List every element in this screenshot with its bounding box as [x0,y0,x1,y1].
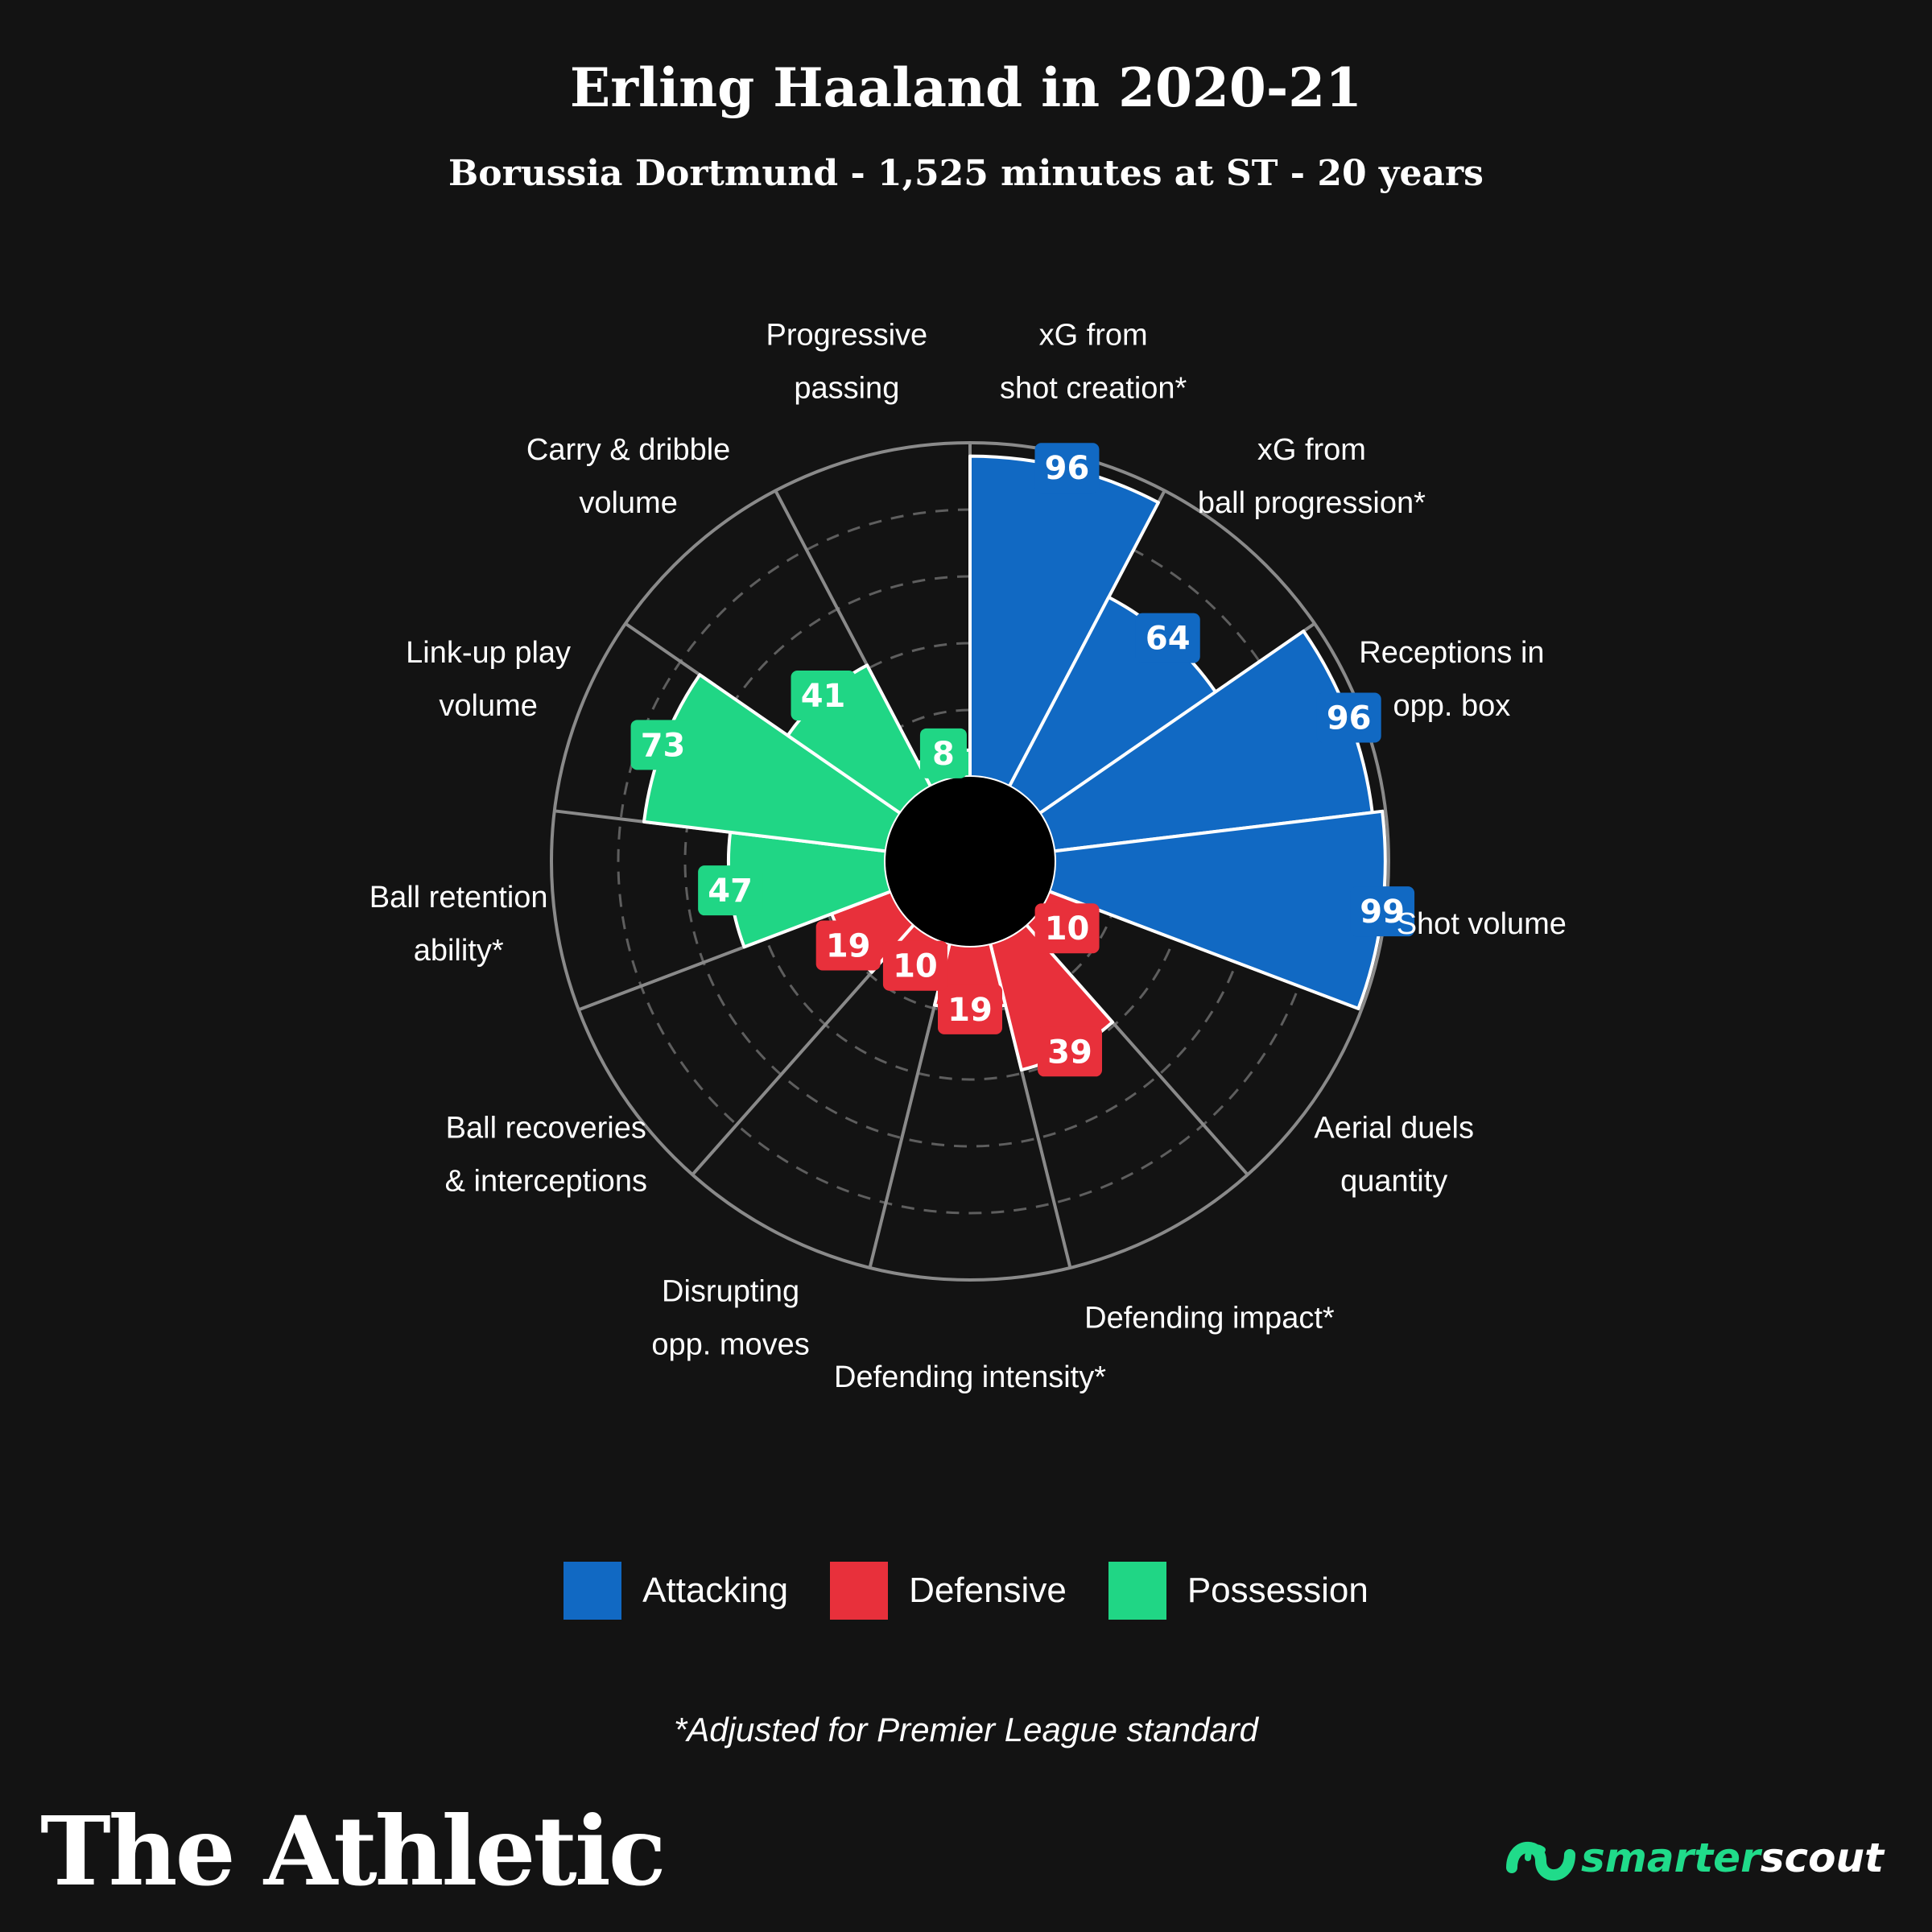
value-label-bg [1034,443,1100,493]
bars-layer [642,454,1387,1072]
legend-label-possession: Possession [1187,1571,1368,1610]
category-label-line: xG from [1039,319,1148,353]
category-label-line: Link-up play [406,636,571,670]
category-label: Link-up play volume [406,636,571,723]
inner-circle [886,777,1055,946]
value-label: 64 [1135,613,1200,663]
value-label: 41 [791,671,856,721]
category-label-line: quantity [1340,1165,1447,1199]
category-label-line: Shot volume [1397,907,1567,941]
value-label-bg [938,984,1002,1034]
category-labels-layer: xG from shot creation* xG from ball progres… [369,319,1567,1394]
legend-label-defensive: Defensive [909,1571,1067,1610]
value-label-text: 19 [947,992,993,1029]
category-label-line: Receptions in [1359,636,1544,670]
category-label: Ball retention ability* [369,881,548,968]
category-label: Defending impact* [1084,1302,1335,1335]
category-label-line: shot creation* [1000,372,1187,406]
legend-item-attacking: Attacking [564,1562,788,1620]
value-label: 10 [882,940,947,991]
category-label-line: Defending impact* [1084,1302,1335,1335]
category-label-line: Aerial duels [1314,1112,1474,1146]
value-label-text: 73 [641,727,686,764]
value-label: 99 [1350,886,1415,937]
value-label-text: 41 [801,678,846,715]
category-label: Defending intensity* [834,1360,1106,1394]
footnote: *Adjusted for Premier League standard [673,1711,1259,1748]
category-label-line: opp. moves [651,1328,809,1362]
value-label: 19 [938,984,1002,1034]
value-label: 39 [1038,1026,1103,1077]
category-label-line: Disrupting [662,1275,799,1309]
value-label-bg [1034,903,1100,954]
category-label-line: & interceptions [445,1165,647,1199]
category-label-line: Carry & dribble [526,433,730,467]
legend-swatch-defensive [830,1562,889,1620]
category-label-line: Ball retention [369,881,548,914]
legend-swatch-attacking [564,1562,622,1620]
value-label-bg [1316,692,1381,743]
value-label-text: 99 [1360,894,1405,931]
category-label-line: Ball recoveries [446,1112,646,1146]
value-label-text: 8 [932,736,955,773]
chart-title: Erling Haaland in 2020-21 [569,56,1363,119]
value-label-bg [791,671,856,721]
value-label: 10 [1034,903,1100,954]
value-label-bg [1135,613,1200,663]
value-label-text: 19 [826,927,871,964]
value-label-bg [815,920,881,971]
category-label-line: xG from [1257,433,1366,467]
value-label-text: 47 [708,873,753,910]
value-label: 73 [630,720,696,770]
legend-item-possession: Possession [1108,1562,1368,1620]
value-label: 96 [1316,692,1381,743]
category-label: Receptions in opp. box [1359,636,1544,723]
legend-item-defensive: Defensive [830,1562,1067,1620]
brand-logo: The Athletic [40,1795,667,1907]
value-label-bg [1350,886,1415,937]
category-label-line: ball progression* [1198,486,1426,520]
value-label-text: 39 [1047,1034,1092,1071]
value-label-bg [882,940,947,991]
partner-wordmark-part2: scout [1760,1835,1884,1881]
value-label-bg [698,865,763,916]
value-label-bg [919,728,967,778]
category-label-line: Defending intensity* [834,1360,1106,1394]
category-label-line: Progressive [766,319,928,353]
category-label-line: opp. box [1393,689,1511,723]
partner-wordmark-part1: smarter [1581,1835,1761,1881]
category-label: Disrupting opp. moves [651,1275,809,1362]
category-label: xG from shot creation* [1000,319,1187,406]
value-label-text: 96 [1045,450,1090,487]
category-label: Carry & dribble volume [526,433,730,520]
category-label: Progressive passing [766,319,928,406]
value-label-bg [630,720,696,770]
category-label-line: passing [794,372,899,406]
value-label: 96 [1034,443,1100,493]
value-label: 47 [698,865,763,916]
smarterscout-logo-icon [1506,1842,1576,1880]
value-label: 8 [919,728,967,778]
legend-swatch-possession [1108,1562,1166,1620]
value-label-bg [1038,1026,1103,1077]
partner-logo: smarterscout [1504,1826,1884,1890]
value-label-text: 10 [1045,910,1090,947]
legend: Attacking Defensive Possession [0,1562,1932,1620]
category-label: Shot volume [1397,907,1567,941]
category-label: xG from ball progression* [1198,433,1426,520]
category-label-line: ability* [414,934,504,968]
partner-wordmark: smarterscout [1581,1835,1884,1881]
chart-subtitle: Borussia Dortmund - 1,525 minutes at ST … [448,153,1484,194]
category-label-line: volume [439,689,538,723]
category-label: Ball recoveries & interceptions [445,1112,647,1199]
value-label-text: 96 [1327,700,1372,737]
value-label: 19 [815,920,881,971]
value-label-text: 64 [1146,621,1191,658]
legend-label-attacking: Attacking [642,1571,789,1610]
category-label: Aerial duels quantity [1314,1112,1474,1199]
category-label-line: volume [579,486,678,520]
value-label-text: 10 [893,948,938,985]
